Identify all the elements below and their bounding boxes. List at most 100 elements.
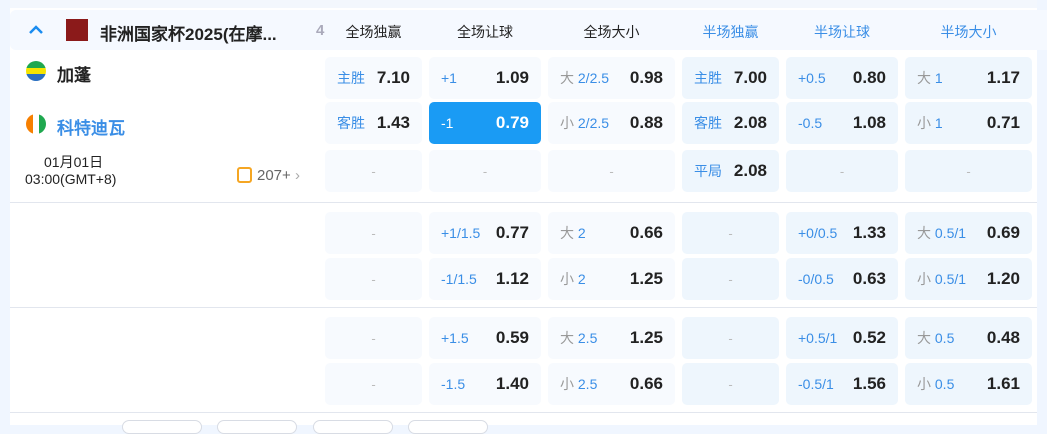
odds-value: 1.20 — [986, 269, 1020, 288]
odds-line: -0/0.5 — [798, 271, 834, 287]
odds-cell[interactable]: -1.5 1.40 — [429, 363, 541, 405]
odds-cell[interactable]: 小 0.5/1 1.20 — [905, 258, 1032, 300]
odds-prefix: 大 — [560, 330, 574, 346]
odds-cell[interactable]: +0.5/1 0.52 — [786, 317, 898, 359]
odds-prefix: 大 — [917, 225, 931, 241]
column-header[interactable]: 半场大小 — [940, 24, 997, 40]
odds-prefix: 大 — [917, 70, 931, 86]
odds-line: 2.5 — [577, 330, 598, 346]
odds-cell-empty: - — [429, 150, 541, 192]
odds-line: 客胜 — [694, 115, 722, 131]
odds-cell[interactable]: 大 2.5 1.25 — [548, 317, 675, 359]
odds-label: +0/0.5 — [798, 225, 853, 241]
odds-cell[interactable]: -0/0.5 0.63 — [786, 258, 898, 300]
odds-cell-empty: - — [786, 150, 898, 192]
odds-value: 1.17 — [986, 68, 1020, 87]
odds-cell[interactable]: +1/1.5 0.77 — [429, 212, 541, 254]
odds-cell[interactable]: 小 1 0.71 — [905, 102, 1032, 144]
odds-cell-empty: - — [682, 317, 779, 359]
odds-cell-empty: - — [325, 363, 422, 405]
odds-value: 1.12 — [495, 269, 529, 288]
odds-value: 1.61 — [986, 374, 1020, 393]
odds-prefix: 大 — [917, 330, 931, 346]
column-header[interactable]: 全场大小 — [583, 24, 640, 40]
odds-cell[interactable]: 客胜 1.43 — [325, 102, 422, 144]
odds-line: +1 — [441, 70, 457, 86]
odds-cell[interactable]: 主胜 7.10 — [325, 57, 422, 99]
odds-value: 0.52 — [852, 328, 886, 347]
odds-cell[interactable]: -0.5 1.08 — [786, 102, 898, 144]
odds-value: 0.48 — [986, 328, 1020, 347]
odds-cell[interactable]: 小 2 1.25 — [548, 258, 675, 300]
column-header[interactable]: 半场让球 — [814, 24, 870, 40]
bottom-tab[interactable] — [217, 420, 297, 434]
odds-line: +1.5 — [441, 330, 469, 346]
league-header[interactable] — [10, 10, 1047, 50]
odds-label: 大 2 — [560, 223, 630, 243]
odds-line: 0.5/1 — [934, 225, 967, 241]
odds-value: 0.69 — [986, 223, 1020, 242]
home-team[interactable]: 加蓬 — [57, 66, 91, 85]
odds-prefix: 大 — [560, 70, 574, 86]
odds-value: 7.00 — [733, 68, 767, 87]
bottom-tab[interactable] — [313, 420, 393, 434]
empty-mark: - — [371, 376, 376, 392]
stats-icon[interactable] — [237, 167, 252, 183]
odds-value: 1.33 — [852, 223, 886, 242]
odds-cell[interactable]: -0.5/1 1.56 — [786, 363, 898, 405]
top-strip — [10, 0, 1037, 8]
more-markets-link[interactable]: 207+ › — [257, 167, 300, 184]
odds-label: +1 — [441, 70, 496, 86]
odds-cell[interactable]: 主胜 7.00 — [682, 57, 779, 99]
odds-cell[interactable]: 大 0.5/1 0.69 — [905, 212, 1032, 254]
column-header[interactable]: 全场独赢 — [345, 24, 402, 40]
bottom-tab[interactable] — [408, 420, 488, 434]
odds-cell[interactable]: +1.5 0.59 — [429, 317, 541, 359]
odds-cell-empty: - — [325, 150, 422, 192]
odds-cell[interactable]: +0.5 0.80 — [786, 57, 898, 99]
odds-cell[interactable]: +1 1.09 — [429, 57, 541, 99]
odds-label: 小 0.5/1 — [917, 269, 987, 289]
odds-cell[interactable]: 小 2/2.5 0.88 — [548, 102, 675, 144]
odds-value: 7.10 — [376, 68, 410, 87]
odds-cell[interactable]: +0/0.5 1.33 — [786, 212, 898, 254]
odds-line: 主胜 — [694, 70, 722, 86]
chevron-up-icon[interactable] — [26, 20, 46, 40]
odds-label: 平局 — [694, 161, 734, 181]
odds-cell[interactable]: 小 0.5 1.61 — [905, 363, 1032, 405]
odds-cell[interactable]: 大 2/2.5 0.98 — [548, 57, 675, 99]
odds-cell[interactable]: 大 1 1.17 — [905, 57, 1032, 99]
odds-label: 客胜 — [694, 113, 734, 133]
odds-line: 0.5/1 — [934, 271, 967, 287]
odds-cell[interactable]: 平局 2.08 — [682, 150, 779, 192]
odds-label: +0.5/1 — [798, 330, 853, 346]
odds-cell[interactable]: -1 0.79 — [429, 102, 541, 144]
odds-label: -0.5 — [798, 115, 853, 131]
bottom-tab[interactable] — [122, 420, 202, 434]
away-team[interactable]: 科特迪瓦 — [57, 119, 125, 138]
gabon-flag-icon — [26, 61, 46, 81]
odds-value: 0.63 — [852, 269, 886, 288]
league-name[interactable]: 非洲国家杯2025(在摩... — [100, 25, 277, 44]
odds-label: +0.5 — [798, 70, 853, 86]
match-date: 01月01日 — [44, 154, 104, 170]
odds-cell-empty: - — [682, 363, 779, 405]
odds-cell[interactable]: 客胜 2.08 — [682, 102, 779, 144]
odds-cell[interactable]: -1/1.5 1.12 — [429, 258, 541, 300]
odds-prefix: 小 — [560, 271, 574, 287]
divider — [10, 412, 1037, 413]
odds-label: 小 0.5 — [917, 374, 987, 394]
odds-label: -1 — [441, 115, 496, 131]
odds-line: 1 — [934, 70, 943, 86]
odds-value: 1.25 — [629, 328, 663, 347]
odds-line: +0/0.5 — [798, 225, 838, 241]
odds-cell[interactable]: 大 2 0.66 — [548, 212, 675, 254]
column-header[interactable]: 全场让球 — [457, 24, 513, 40]
odds-line: 主胜 — [337, 70, 365, 86]
odds-line: +0.5 — [798, 70, 826, 86]
odds-prefix: 小 — [917, 376, 931, 392]
odds-cell[interactable]: 大 0.5 0.48 — [905, 317, 1032, 359]
empty-mark: - — [966, 163, 971, 179]
column-header[interactable]: 半场独赢 — [702, 24, 759, 40]
odds-cell[interactable]: 小 2.5 0.66 — [548, 363, 675, 405]
